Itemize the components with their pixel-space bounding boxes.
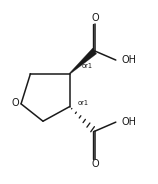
Text: O: O: [12, 98, 19, 108]
Text: or1: or1: [81, 63, 92, 69]
Text: O: O: [91, 13, 99, 23]
Text: or1: or1: [77, 100, 88, 106]
Text: OH: OH: [121, 55, 136, 65]
Text: O: O: [91, 159, 99, 169]
Text: OH: OH: [121, 117, 136, 127]
Polygon shape: [69, 48, 97, 74]
